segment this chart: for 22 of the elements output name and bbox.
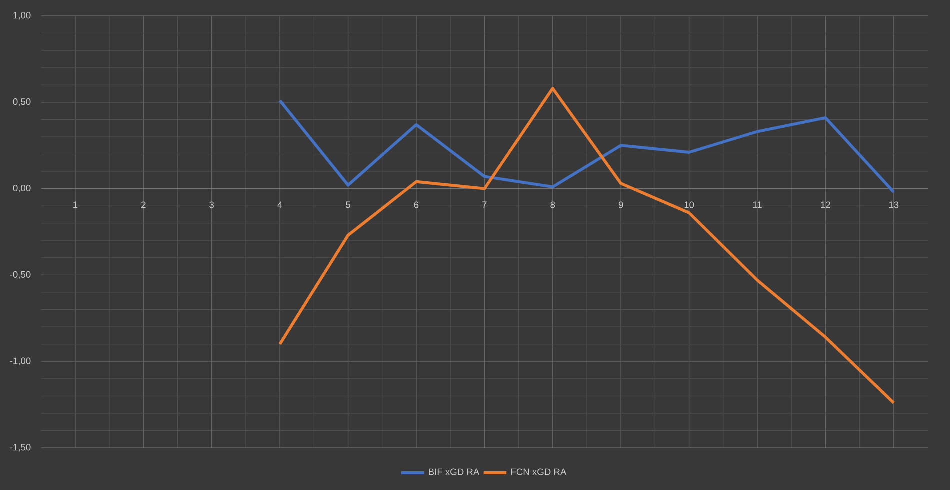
x-tick-label: 1 <box>74 202 78 208</box>
x-tick-label: 9 <box>618 202 624 208</box>
x-tick-label: 8 <box>550 202 556 208</box>
x-tick-label: 3 <box>210 202 214 208</box>
x-tick-label: 13 <box>889 202 899 208</box>
legend-label: BIF xGD RA <box>429 468 480 476</box>
x-tick-label: 12 <box>821 202 830 208</box>
x-tick-label: 2 <box>142 202 146 208</box>
x-tick-label: 10 <box>684 202 694 208</box>
y-tick-label: 0,50 <box>13 98 31 106</box>
y-tick-label: -0,50 <box>10 271 31 280</box>
x-tick-label: 5 <box>346 202 350 208</box>
x-tick-label: 11 <box>753 202 762 208</box>
x-tick-label: 7 <box>482 202 487 208</box>
y-tick-label: -1,50 <box>10 444 31 452</box>
y-tick-label: -1,00 <box>10 358 31 366</box>
line-series <box>278 99 896 194</box>
x-tick-label: 4 <box>278 202 282 208</box>
x-tick-label: 6 <box>414 202 419 208</box>
y-tick-label: 0,00 <box>13 184 31 193</box>
y-tick-label: 1,00 <box>14 12 31 20</box>
legend-label: FCN xGD RA <box>511 468 567 476</box>
